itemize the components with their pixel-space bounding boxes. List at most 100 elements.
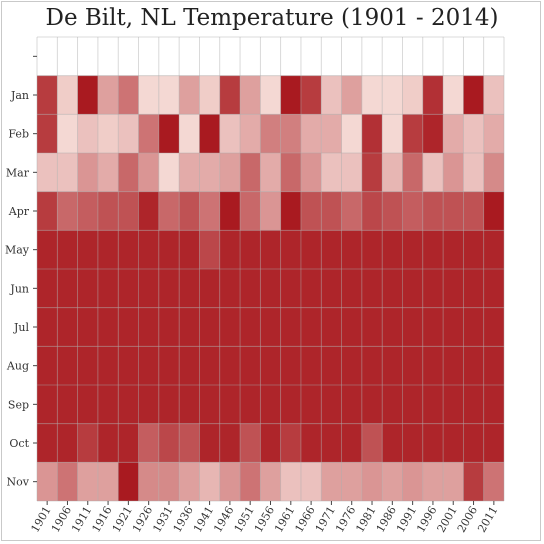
heatmap-cell-jun-1991 [402, 269, 423, 308]
heatmap-cell-aug-1986 [382, 346, 403, 385]
heatmap-cell-blank-2011 [483, 37, 504, 76]
x-tick-label: 1926 [130, 504, 155, 535]
heatmap-cell-feb-1911 [77, 114, 98, 153]
heatmap-cell-blank-1906 [57, 37, 78, 76]
heatmap-cell-aug-1996 [422, 346, 444, 385]
heatmap-cell-aug-2006 [463, 346, 484, 385]
heatmap-cell-jan-1976 [341, 75, 362, 115]
heatmap-cell-jan-1941 [199, 75, 220, 115]
heatmap-cell-jun-1946 [219, 269, 241, 308]
heatmap-cell-nov-2011 [483, 462, 504, 501]
heatmap-cell-jan-1926 [138, 75, 159, 115]
heatmap-cell-may-1991 [402, 230, 423, 269]
heatmap-cell-aug-1906 [57, 346, 78, 385]
heatmap-cell-jun-2006 [463, 269, 484, 308]
heatmap-cell-jul-1976 [341, 307, 362, 347]
heatmap-cell-aug-1941 [199, 346, 220, 385]
heatmap-cell-nov-1916 [97, 462, 119, 501]
heatmap-cell-jan-1921 [118, 75, 139, 115]
heatmap-cell-mar-1966 [300, 153, 322, 192]
heatmap-cell-jul-1921 [118, 307, 139, 347]
heatmap-cell-feb-1991 [402, 114, 423, 153]
heatmap-cell-nov-1906 [57, 462, 78, 501]
heatmap-cell-may-1956 [260, 230, 281, 269]
heatmap-cell-sep-1936 [179, 385, 200, 424]
heatmap-cell-jul-1986 [382, 307, 403, 347]
heatmap-cell-aug-1976 [341, 346, 362, 385]
heatmap-cell-mar-1936 [179, 153, 200, 192]
heatmap-cell-apr-1901 [37, 191, 58, 231]
heatmap-cell-mar-2006 [463, 153, 484, 192]
heatmap-cell-mar-1956 [260, 153, 281, 192]
x-tick-label: 1986 [374, 504, 399, 535]
heatmap-cell-blank-1941 [199, 37, 220, 76]
heatmap-cell-nov-1941 [199, 462, 220, 501]
heatmap-cell-jun-1976 [341, 269, 362, 308]
heatmap-cell-may-1961 [280, 230, 301, 269]
heatmap-cell-blank-1916 [97, 37, 119, 76]
heatmap-cell-jun-1931 [158, 269, 180, 308]
heatmap-cell-feb-2006 [463, 114, 484, 153]
heatmap-cell-nov-1931 [158, 462, 180, 501]
x-tick-label: 1921 [110, 504, 135, 535]
heatmap-cell-blank-1951 [240, 37, 261, 76]
heatmap-cell-jun-1956 [260, 269, 281, 308]
heatmap-cell-sep-1981 [361, 385, 383, 424]
heatmap-cell-blank-1911 [77, 37, 98, 76]
heatmap-cell-apr-2006 [463, 191, 484, 231]
heatmap-cell-nov-1901 [37, 462, 58, 501]
heatmap-cell-blank-1981 [361, 37, 383, 76]
heatmap-cell-apr-1951 [240, 191, 261, 231]
heatmap-cell-sep-1921 [118, 385, 139, 424]
heatmap-cell-oct-2011 [483, 423, 504, 463]
heatmap-cell-oct-1971 [321, 423, 342, 463]
heatmap-cell-sep-2001 [443, 385, 464, 424]
heatmap-grid [36, 36, 505, 502]
heatmap-cell-jan-2001 [443, 75, 464, 115]
heatmap-cell-jan-1931 [158, 75, 180, 115]
heatmap-cell-jun-1981 [361, 269, 383, 308]
heatmap-cell-aug-1956 [260, 346, 281, 385]
heatmap-cell-feb-1946 [219, 114, 241, 153]
y-tick-label: Oct [9, 437, 29, 450]
x-tick-label: 1906 [49, 504, 74, 535]
heatmap-cell-apr-1936 [179, 191, 200, 231]
heatmap-cell-oct-1916 [97, 423, 119, 463]
heatmap-cell-blank-1901 [37, 37, 58, 76]
heatmap-cell-blank-1921 [118, 37, 139, 76]
heatmap-cell-nov-1936 [179, 462, 200, 501]
heatmap-cell-sep-1951 [240, 385, 261, 424]
heatmap-cell-feb-1951 [240, 114, 261, 153]
heatmap-cell-apr-1921 [118, 191, 139, 231]
x-tick-label: 1951 [232, 504, 257, 535]
heatmap-cell-mar-1901 [37, 153, 58, 192]
x-tick-label: 2001 [435, 504, 460, 535]
x-tick-label: 1996 [414, 504, 439, 535]
heatmap-cell-oct-1906 [57, 423, 78, 463]
y-tick-label: Jul [13, 321, 29, 334]
heatmap-cell-oct-1951 [240, 423, 261, 463]
y-tick-label: Sep [8, 398, 29, 411]
heatmap-cell-sep-1946 [219, 385, 241, 424]
x-tick-label: 1941 [191, 504, 216, 535]
heatmap-cell-jan-1981 [361, 75, 383, 115]
heatmap-cell-sep-2011 [483, 385, 504, 424]
heatmap-cell-may-1951 [240, 230, 261, 269]
heatmap-cell-jul-1941 [199, 307, 220, 347]
heatmap-cell-feb-1916 [97, 114, 119, 153]
heatmap-cell-jul-1971 [321, 307, 342, 347]
heatmap-cell-jun-1921 [118, 269, 139, 308]
heatmap-cell-mar-1921 [118, 153, 139, 192]
heatmap-cell-jan-1971 [321, 75, 342, 115]
heatmap-cell-sep-1976 [341, 385, 362, 424]
heatmap-cell-feb-1926 [138, 114, 159, 153]
heatmap-cell-apr-1956 [260, 191, 281, 231]
heatmap-cell-may-1916 [97, 230, 119, 269]
heatmap-cell-blank-2001 [443, 37, 464, 76]
heatmap-cell-nov-1961 [280, 462, 301, 501]
heatmap-cell-blank-1986 [382, 37, 403, 76]
heatmap-cell-oct-1991 [402, 423, 423, 463]
heatmap-cell-jan-1996 [422, 75, 444, 115]
x-tick-label: 1916 [89, 504, 114, 535]
heatmap-cell-nov-1976 [341, 462, 362, 501]
